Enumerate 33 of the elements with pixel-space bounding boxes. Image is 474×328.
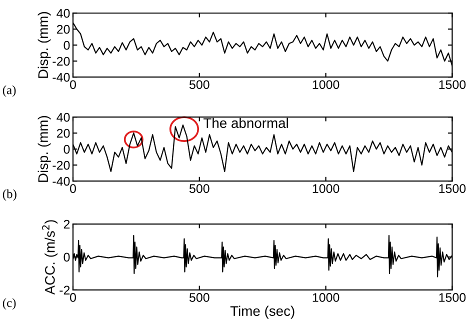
y-tick-label: -2 xyxy=(60,286,70,294)
y-tick-label: -40 xyxy=(52,72,70,82)
x-tick-label: 1500 xyxy=(439,184,466,194)
y-tick-label: 0 xyxy=(64,40,70,50)
y-tick-label: 40 xyxy=(56,8,70,18)
x-tick-label: 500 xyxy=(189,184,210,194)
x-tick-label: 0 xyxy=(70,293,76,302)
y-tick-label: 0 xyxy=(64,252,70,262)
y-tick-label: 20 xyxy=(56,24,70,34)
x-tick-label: 1000 xyxy=(312,80,340,90)
x-tick-label: 0 xyxy=(70,80,76,90)
y-tick-label: 40 xyxy=(56,112,70,122)
x-tick-label: 1500 xyxy=(439,80,466,90)
x-tick-label: 1000 xyxy=(312,184,340,194)
y-axis-title: Disp. (mm) xyxy=(38,116,51,182)
y-tick-label: 20 xyxy=(56,128,70,138)
annotation: The abnormal xyxy=(204,118,288,128)
y-axis-title: ACC. (m/s$^{2}$) xyxy=(42,220,58,295)
text: (b) xyxy=(2,189,16,201)
x-axis-title: Time (sec) xyxy=(230,306,294,319)
x-tick-label: 500 xyxy=(189,293,210,302)
y-tick-label: 2 xyxy=(64,220,70,229)
y-tick-label: 0 xyxy=(64,144,70,154)
text: (c) xyxy=(2,298,16,310)
x-tick-label: 500 xyxy=(189,80,210,90)
x-tick-label: 0 xyxy=(70,184,76,194)
x-tick-label: 1500 xyxy=(439,293,466,302)
y-tick-label: -20 xyxy=(52,160,70,170)
y-tick-label: -20 xyxy=(52,56,70,66)
y-axis-title: Disp. (mm) xyxy=(38,12,51,78)
x-tick-label: 1000 xyxy=(312,293,340,302)
text: (a) xyxy=(2,85,16,97)
y-tick-label: -40 xyxy=(52,176,70,186)
